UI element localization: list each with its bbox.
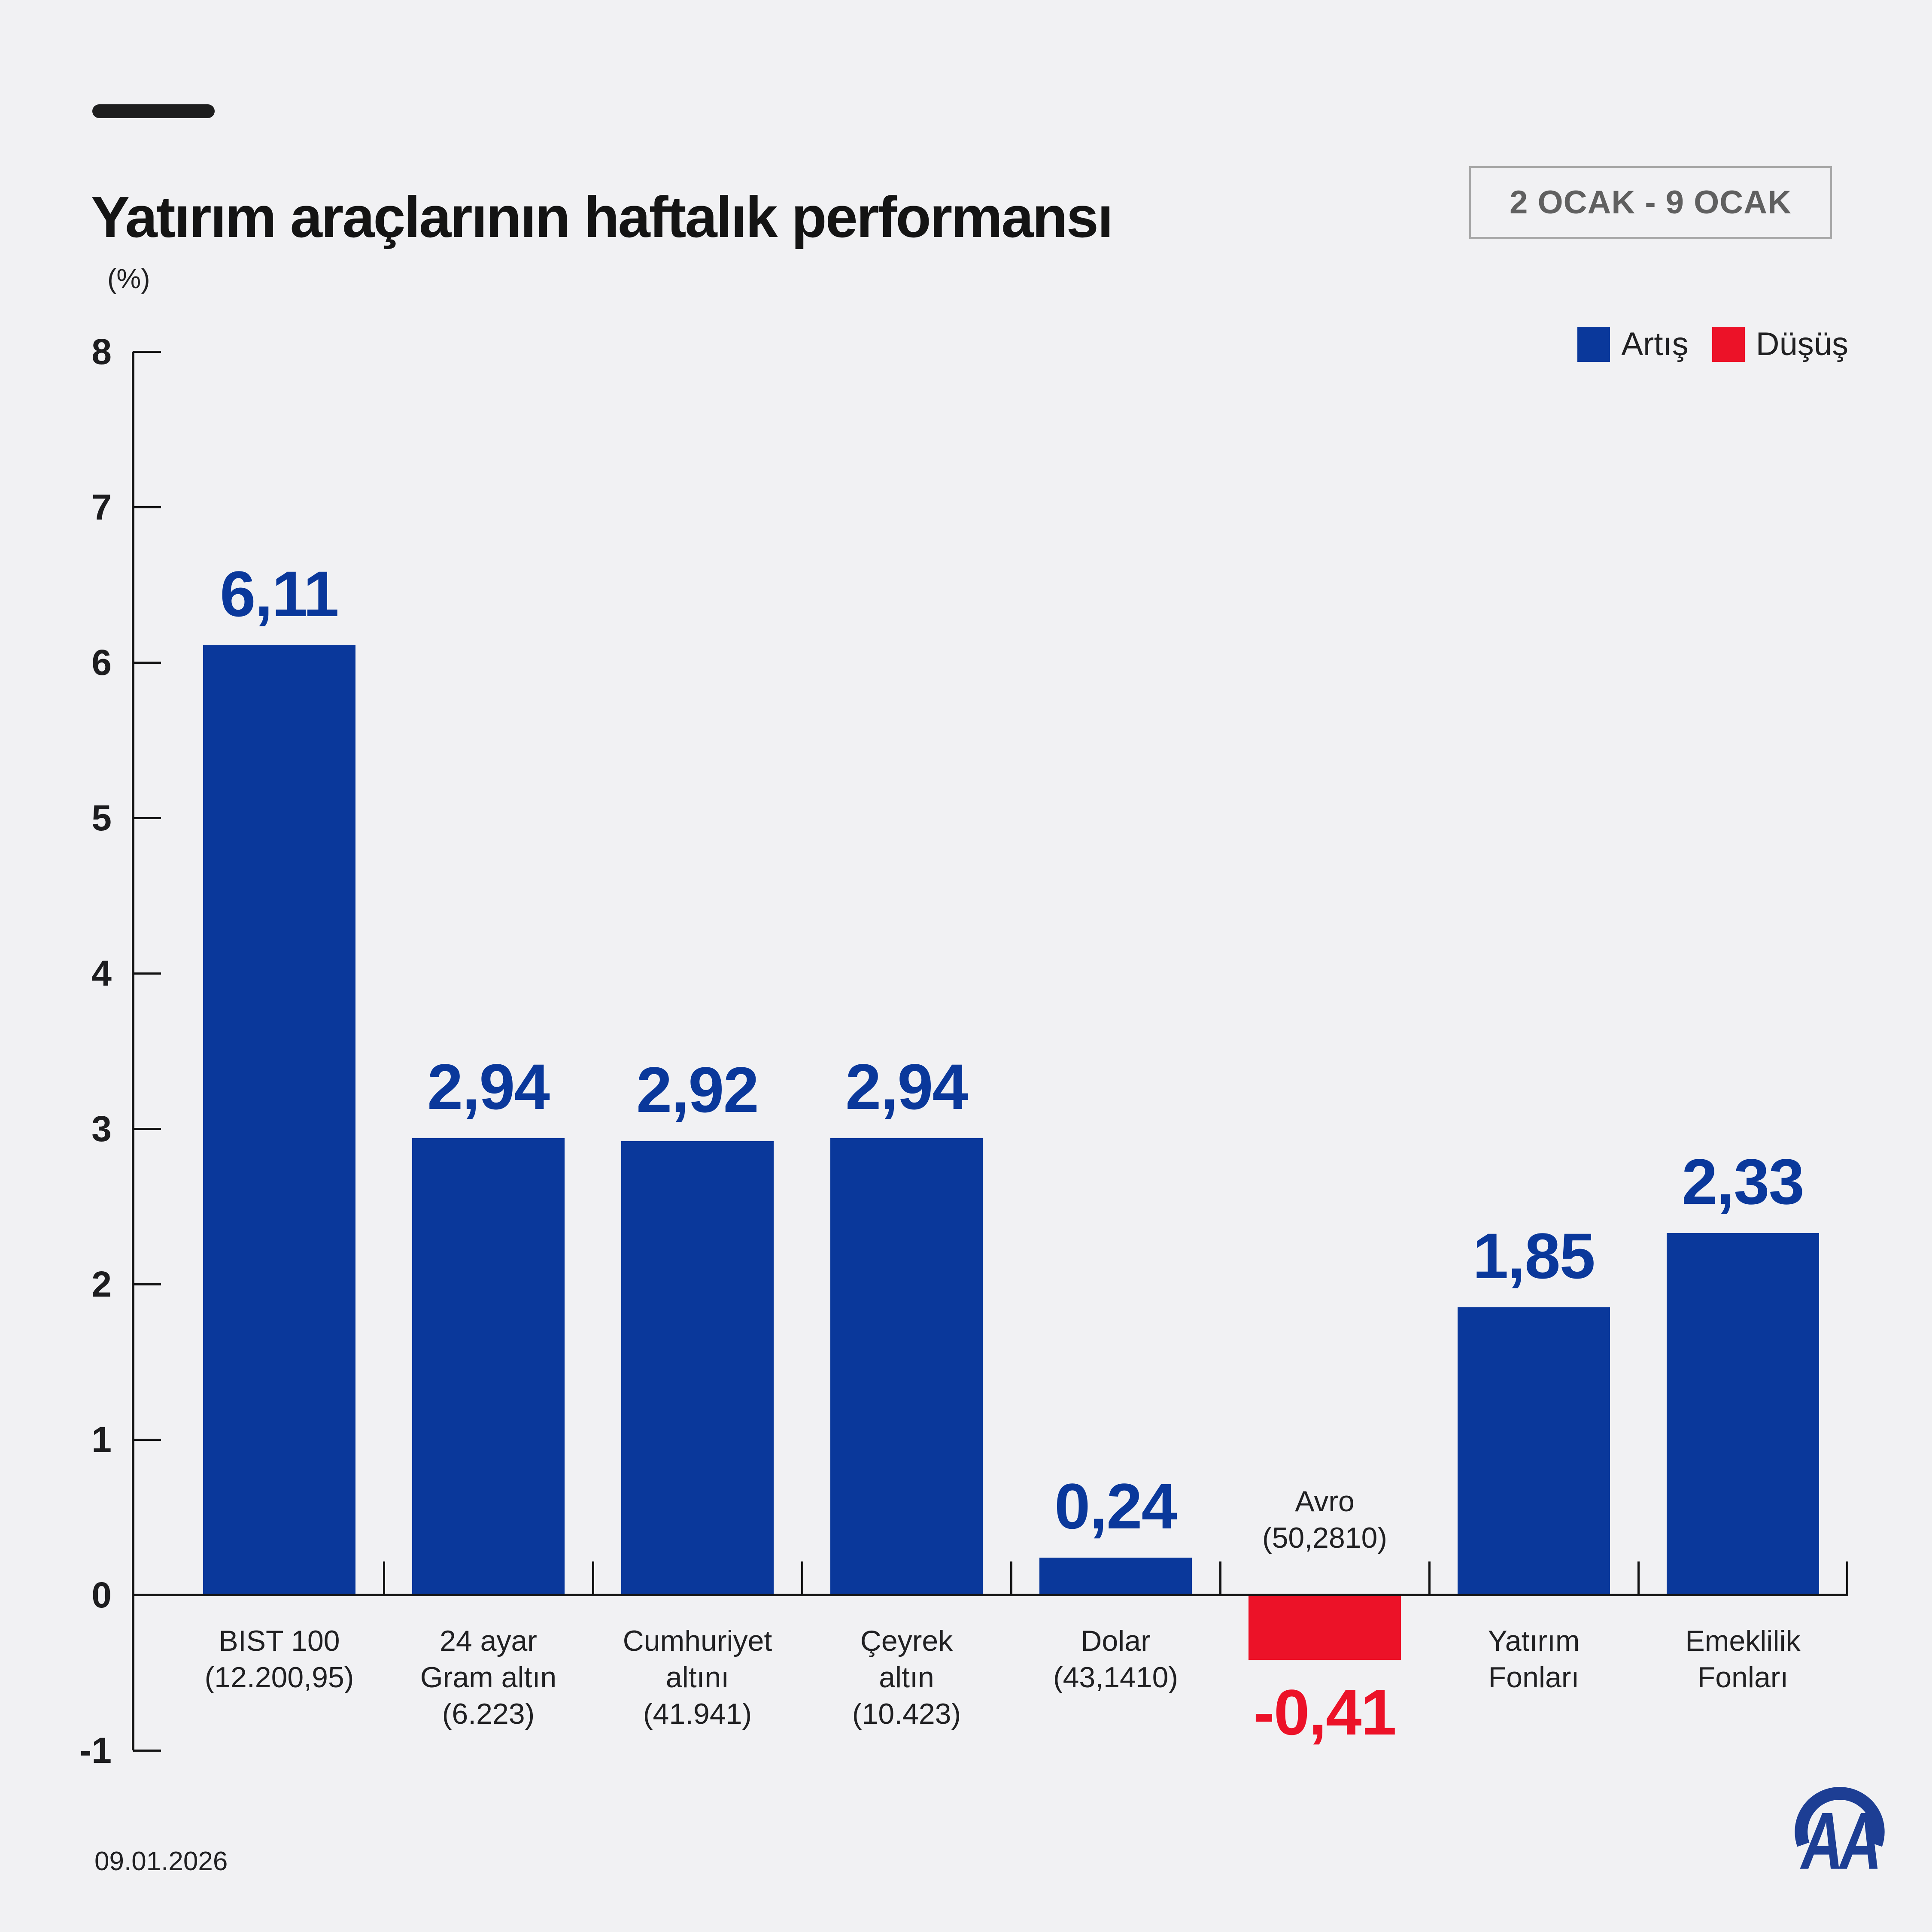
x-axis-baseline: [132, 1594, 1848, 1596]
y-axis-tick-label: 0: [91, 1575, 112, 1615]
category-label: Cumhuriyet altını (41.941): [623, 1625, 772, 1730]
bar-6: [1248, 1596, 1401, 1660]
y-axis-tick: [133, 351, 161, 353]
y-axis-tick: [133, 1750, 161, 1752]
bar-7: [1457, 1307, 1610, 1595]
aa-agency-logo-icon: AA: [1795, 1787, 1885, 1885]
category-label: Çeyrek altın (10.423): [852, 1625, 961, 1730]
publication-date: 09.01.2026: [94, 1847, 228, 1876]
y-axis-tick-label: 4: [91, 953, 112, 993]
category-separator-tick: [383, 1561, 385, 1594]
y-axis-unit-label: (%): [107, 263, 150, 294]
category-label: Yatırım Fonları: [1488, 1625, 1580, 1694]
axis-end-tick: [1846, 1561, 1848, 1594]
category-separator-tick: [592, 1561, 594, 1594]
category-label: Avro (50,2810): [1262, 1485, 1388, 1554]
y-axis-tick-label: 2: [91, 1264, 112, 1304]
bar-5: [1039, 1558, 1192, 1595]
y-axis-tick-label: 8: [91, 331, 112, 372]
bar-value-label: 0,24: [1054, 1470, 1177, 1543]
y-axis-tick-label: 7: [91, 487, 112, 527]
bar-2: [412, 1138, 565, 1595]
category-separator-tick: [1219, 1561, 1221, 1594]
category-separator-tick: [801, 1561, 803, 1594]
title-accent-dash: [92, 104, 215, 118]
y-axis-tick: [133, 1439, 161, 1441]
date-range-text: 2 OCAK - 9 OCAK: [1510, 184, 1792, 221]
bar-value-label: -0,41: [1253, 1676, 1397, 1749]
y-axis-tick-label: 5: [91, 798, 112, 838]
bar-value-label: 2,94: [427, 1050, 550, 1123]
y-axis-tick: [133, 1128, 161, 1130]
category-label: 24 ayar Gram altın (6.223): [420, 1625, 557, 1730]
y-axis-tick-label: -1: [79, 1730, 112, 1771]
bar-value-label: 6,11: [220, 558, 339, 630]
bar-value-label: 1,85: [1473, 1220, 1595, 1292]
category-label: Emeklilik Fonları: [1685, 1625, 1801, 1694]
y-axis-tick-label: 6: [91, 642, 112, 683]
increase-swatch-icon: [1577, 326, 1610, 362]
legend-item-decrease: Düşüş: [1712, 325, 1848, 363]
y-axis-tick: [133, 506, 161, 508]
date-range-badge: 2 OCAK - 9 OCAK: [1469, 166, 1832, 239]
y-axis-tick-label: 3: [91, 1109, 112, 1149]
category-label: Dolar (43,1410): [1053, 1625, 1179, 1694]
category-label: BIST 100 (12.200,95): [204, 1625, 354, 1694]
legend: Artış Düşüş: [1577, 325, 1848, 363]
svg-text:AA: AA: [1800, 1795, 1878, 1885]
category-separator-tick: [1428, 1561, 1431, 1594]
bar-3: [621, 1141, 774, 1595]
bar-8: [1666, 1233, 1819, 1595]
bar-value-label: 2,94: [845, 1050, 968, 1123]
y-axis-tick: [133, 662, 161, 664]
bar-1: [203, 645, 355, 1595]
page-title: Yatırım araçlarının haftalık performansı: [91, 185, 1113, 250]
y-axis-tick-label: 1: [91, 1419, 112, 1460]
bar-value-label: 2,33: [1682, 1145, 1804, 1218]
y-axis-line: [132, 352, 134, 1750]
legend-label-decrease: Düşüş: [1756, 326, 1848, 362]
category-separator-tick: [1010, 1561, 1012, 1594]
decrease-swatch-icon: [1712, 326, 1745, 362]
category-separator-tick: [1637, 1561, 1640, 1594]
bar-4: [830, 1138, 983, 1595]
y-axis-tick: [133, 817, 161, 819]
bar-value-label: 2,92: [636, 1053, 759, 1126]
y-axis-tick: [133, 972, 161, 975]
legend-item-increase: Artış: [1577, 325, 1689, 363]
legend-label-increase: Artış: [1621, 326, 1689, 362]
y-axis-tick: [133, 1283, 161, 1285]
